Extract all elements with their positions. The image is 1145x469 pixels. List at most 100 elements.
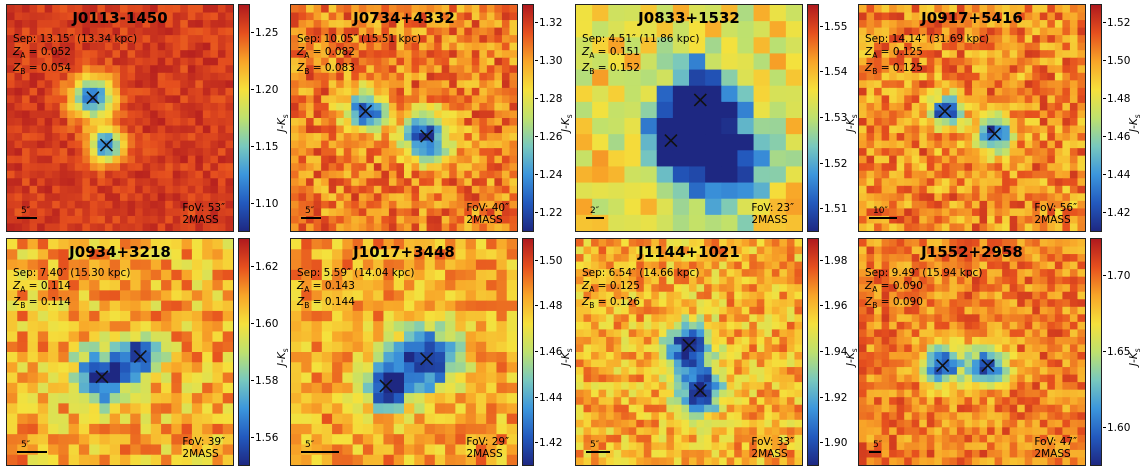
- redshift-a: ZA = 0.090: [865, 280, 982, 296]
- image-panel: J0934+3218 Sep: 7.40″ (15.30 kpc) ZA = 0.1…: [6, 238, 294, 466]
- fov-label: FoV: 47″ 2MASS: [1034, 436, 1077, 460]
- image-panel: J1552+2958 Sep: 9.49″ (15.94 kpc) ZA = 0.0…: [858, 238, 1145, 466]
- color-map-image: J0917+5416 Sep: 14.14″ (31.69 kpc) ZA = 0.…: [858, 4, 1086, 232]
- panel-title: J1017+3448: [291, 243, 517, 261]
- fov-label: FoV: 53″ 2MASS: [182, 202, 225, 226]
- colorbar-tick-label: 1.60: [1107, 423, 1130, 433]
- colorbar: [238, 238, 250, 466]
- separation-info: Sep: 6.54″ (14.66 kpc) ZA = 0.125 ZB = 0.1…: [582, 267, 699, 312]
- colorbar-tick-label: 1.55: [824, 22, 847, 32]
- scale-bar-line: [17, 451, 47, 453]
- fov-label: FoV: 33″ 2MASS: [751, 436, 794, 460]
- panel-title: J0113-1450: [7, 9, 233, 27]
- colorbar: [522, 4, 534, 232]
- redshift-b: ZB = 0.126: [582, 296, 699, 312]
- redshift-a: ZA = 0.125: [582, 280, 699, 296]
- panel-title: J0934+3218: [7, 243, 233, 261]
- color-map-image: J0734+4332 Sep: 10.05″ (15.51 kpc) ZA = 0.…: [290, 4, 518, 232]
- scale-bar: 5″: [301, 206, 321, 219]
- scale-bar-label: 5″: [305, 440, 339, 450]
- fov-value: FoV: 47″: [1034, 436, 1077, 448]
- image-panel: J1017+3448 Sep: 5.59″ (14.04 kpc) ZA = 0.1…: [290, 238, 578, 466]
- color-map-image: J1552+2958 Sep: 9.49″ (15.94 kpc) ZA = 0.0…: [858, 238, 1086, 466]
- colorbar-tick-label: 1.70: [1107, 271, 1130, 281]
- scale-bar: 2″: [586, 206, 604, 219]
- scale-bar-label: 5″: [305, 206, 321, 216]
- fov-value: FoV: 53″: [182, 202, 225, 214]
- separation-info: Sep: 9.49″ (15.94 kpc) ZA = 0.090 ZB = 0.0…: [865, 267, 982, 312]
- colorbar-label: J-Ks: [1128, 102, 1142, 132]
- color-map-image: J0833+1532 Sep: 4.51″ (11.86 kpc) ZA = 0.1…: [575, 4, 803, 232]
- separation-text: Sep: 4.51″ (11.86 kpc): [582, 33, 699, 46]
- panel-title: J0734+4332: [291, 9, 517, 27]
- redshift-a: ZA = 0.114: [13, 280, 130, 296]
- colorbar: [522, 238, 534, 466]
- panel-title: J1552+2958: [859, 243, 1085, 261]
- colorbar-label: J-Ks: [276, 336, 290, 366]
- colorbar: [238, 4, 250, 232]
- redshift-a: ZA = 0.125: [865, 46, 989, 62]
- scale-bar-label: 5″: [21, 440, 47, 450]
- colorbar-tick-label: 1.28: [539, 94, 562, 104]
- scale-bar: 5″: [869, 440, 882, 453]
- fov-label: FoV: 23″ 2MASS: [751, 202, 794, 226]
- redshift-b: ZB = 0.125: [865, 62, 989, 78]
- scale-bar-line: [17, 217, 37, 219]
- scale-bar: 5″: [17, 206, 37, 219]
- survey-label: 2MASS: [751, 214, 794, 226]
- redshift-a: ZA = 0.151: [582, 46, 699, 62]
- fov-label: FoV: 40″ 2MASS: [466, 202, 509, 226]
- scale-bar-line: [586, 451, 610, 453]
- colorbar-tick-label: 1.56: [255, 433, 278, 443]
- survey-label: 2MASS: [1034, 448, 1077, 460]
- separation-info: Sep: 13.15″ (13.34 kpc) ZA = 0.052 ZB = 0.…: [13, 33, 137, 78]
- colorbar-tick-label: 1.90: [824, 438, 847, 448]
- color-map-image: J1017+3448 Sep: 5.59″ (14.04 kpc) ZA = 0.1…: [290, 238, 518, 466]
- separation-info: Sep: 7.40″ (15.30 kpc) ZA = 0.114 ZB = 0.1…: [13, 267, 130, 312]
- colorbar-tick-label: 1.20: [255, 85, 278, 95]
- survey-label: 2MASS: [466, 448, 509, 460]
- image-panel: J0734+4332 Sep: 10.05″ (15.51 kpc) ZA = 0.…: [290, 4, 578, 232]
- fov-value: FoV: 40″: [466, 202, 509, 214]
- survey-label: 2MASS: [751, 448, 794, 460]
- separation-text: Sep: 14.14″ (31.69 kpc): [865, 33, 989, 46]
- fov-label: FoV: 56″ 2MASS: [1034, 202, 1077, 226]
- colorbar-label: J-Ks: [560, 336, 574, 366]
- redshift-b: ZB = 0.090: [865, 296, 982, 312]
- redshift-a: ZA = 0.082: [297, 46, 421, 62]
- scale-bar-label: 2″: [590, 206, 604, 216]
- fov-value: FoV: 56″: [1034, 202, 1077, 214]
- fov-value: FoV: 23″: [751, 202, 794, 214]
- colorbar-tick-label: 1.92: [824, 393, 847, 403]
- colorbar-tick-label: 1.50: [539, 256, 562, 266]
- colorbar-tick-label: 1.42: [1107, 208, 1130, 218]
- image-panel: J0917+5416 Sep: 14.14″ (31.69 kpc) ZA = 0.…: [858, 4, 1145, 232]
- colorbar-tick-label: 1.52: [824, 159, 847, 169]
- colorbar-tick-label: 1.42: [539, 438, 562, 448]
- colorbar-tick-label: 1.24: [539, 170, 562, 180]
- redshift-b: ZB = 0.083: [297, 62, 421, 78]
- colorbar-tick-label: 1.53: [824, 113, 847, 123]
- separation-info: Sep: 10.05″ (15.51 kpc) ZA = 0.082 ZB = 0.…: [297, 33, 421, 78]
- image-panel: J0113-1450 Sep: 13.15″ (13.34 kpc) ZA = 0.…: [6, 4, 294, 232]
- separation-info: Sep: 4.51″ (11.86 kpc) ZA = 0.151 ZB = 0.1…: [582, 33, 699, 78]
- fov-value: FoV: 39″: [182, 436, 225, 448]
- colorbar-tick-label: 1.26: [539, 132, 562, 142]
- separation-text: Sep: 6.54″ (14.66 kpc): [582, 267, 699, 280]
- separation-info: Sep: 14.14″ (31.69 kpc) ZA = 0.125 ZB = 0.…: [865, 33, 989, 78]
- separation-info: Sep: 5.59″ (14.04 kpc) ZA = 0.143 ZB = 0.1…: [297, 267, 414, 312]
- scale-bar: 10″: [869, 206, 897, 219]
- colorbar-tick-label: 1.32: [539, 18, 562, 28]
- colorbar-tick-label: 1.98: [824, 256, 847, 266]
- colorbar-tick-label: 1.46: [539, 347, 562, 357]
- colorbar-tick-label: 1.46: [1107, 132, 1130, 142]
- colorbar-tick-label: 1.52: [1107, 18, 1130, 28]
- colorbar-label: J-Ks: [1128, 336, 1142, 366]
- colorbar: [807, 238, 819, 466]
- colorbar-tick-label: 1.10: [255, 199, 278, 209]
- fov-label: FoV: 39″ 2MASS: [182, 436, 225, 460]
- scale-bar-line: [586, 217, 604, 219]
- survey-label: 2MASS: [182, 214, 225, 226]
- scale-bar-label: 5″: [590, 440, 610, 450]
